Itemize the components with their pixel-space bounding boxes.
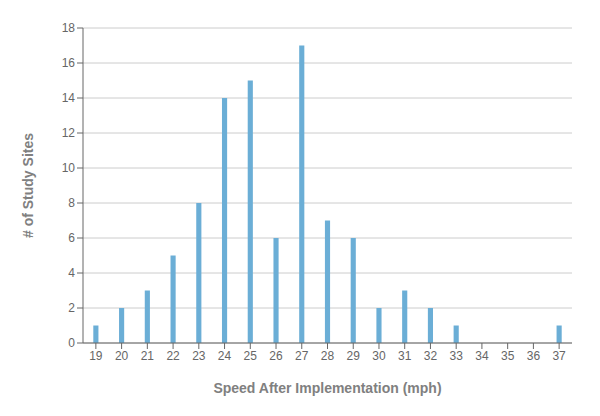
svg-text:28: 28 (321, 349, 335, 363)
svg-text:33: 33 (450, 349, 464, 363)
svg-text:10: 10 (62, 161, 76, 175)
svg-text:35: 35 (501, 349, 515, 363)
svg-text:16: 16 (62, 56, 76, 70)
svg-text:21: 21 (141, 349, 155, 363)
svg-text:4: 4 (68, 266, 75, 280)
svg-text:32: 32 (424, 349, 438, 363)
svg-text:29: 29 (347, 349, 361, 363)
svg-text:22: 22 (166, 349, 180, 363)
svg-text:30: 30 (372, 349, 386, 363)
svg-text:24: 24 (218, 349, 232, 363)
svg-text:20: 20 (115, 349, 129, 363)
svg-text:31: 31 (398, 349, 412, 363)
svg-text:37: 37 (552, 349, 566, 363)
svg-text:2: 2 (68, 301, 75, 315)
svg-text:14: 14 (62, 91, 76, 105)
svg-text:6: 6 (68, 231, 75, 245)
svg-text:12: 12 (62, 126, 76, 140)
svg-text:23: 23 (192, 349, 206, 363)
svg-text:34: 34 (475, 349, 489, 363)
svg-text:# of Study Sites: # of Study Sites (20, 133, 36, 238)
svg-text:27: 27 (295, 349, 309, 363)
svg-text:Speed After Implementation (mp: Speed After Implementation (mph) (213, 380, 441, 396)
svg-text:8: 8 (68, 196, 75, 210)
svg-text:36: 36 (527, 349, 541, 363)
svg-text:25: 25 (244, 349, 258, 363)
svg-text:0: 0 (68, 336, 75, 350)
svg-text:18: 18 (62, 21, 76, 35)
svg-text:26: 26 (269, 349, 283, 363)
svg-text:19: 19 (89, 349, 103, 363)
